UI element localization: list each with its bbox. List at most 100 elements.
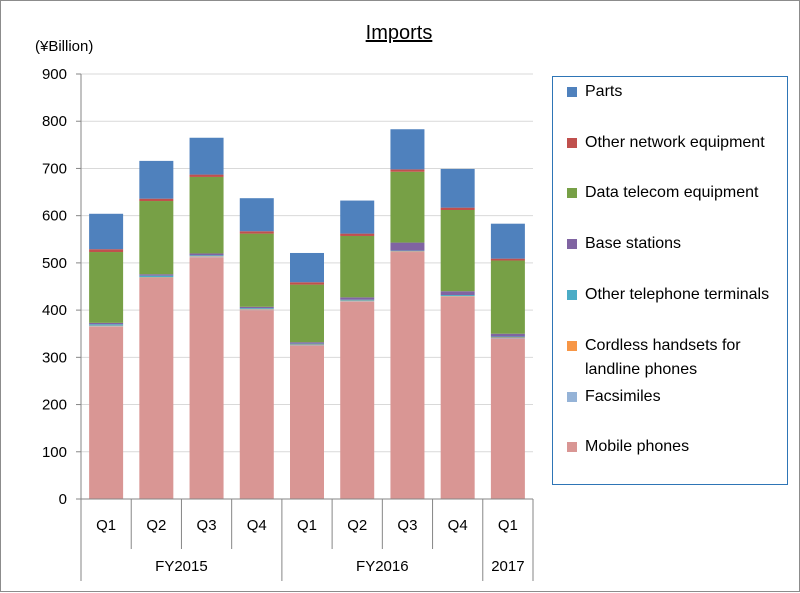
x-tick-label: Q4 xyxy=(448,517,468,534)
bar-segment xyxy=(89,324,123,325)
y-tick-label: 900 xyxy=(42,66,67,83)
bar-segment xyxy=(139,278,173,499)
bar-segment xyxy=(290,253,324,282)
legend-item: Cordless handsets for landline phones xyxy=(567,334,782,382)
legend-label: Data telecom equipment xyxy=(585,181,758,205)
bar-segment xyxy=(89,323,123,324)
bar-segment xyxy=(290,285,324,343)
bar-segment xyxy=(491,334,525,337)
bar-segment xyxy=(340,234,374,236)
legend-item: Mobile phones xyxy=(567,435,782,459)
legend-swatch xyxy=(567,87,577,97)
x-tick-label: Q3 xyxy=(397,517,417,534)
bar-segment xyxy=(89,214,123,249)
x-group-label: 2017 xyxy=(491,558,524,575)
legend-label: Other telephone terminals xyxy=(585,283,769,307)
legend-item: Base stations xyxy=(567,232,782,256)
x-group-label: FY2016 xyxy=(356,558,409,575)
legend-item: Other telephone terminals xyxy=(567,283,782,307)
bar-segment xyxy=(390,129,424,169)
bar-segment xyxy=(240,198,274,231)
legend-item: Parts xyxy=(567,80,782,104)
y-axis-unit-label: (¥Billion) xyxy=(35,38,93,55)
bar-segment xyxy=(390,169,424,171)
bar-segment xyxy=(240,234,274,307)
y-tick-label: 300 xyxy=(42,349,67,366)
x-tick-label: Q2 xyxy=(146,517,166,534)
legend-swatch xyxy=(567,239,577,249)
y-tick-label: 0 xyxy=(59,491,67,508)
x-tick-label: Q1 xyxy=(498,517,518,534)
legend: Parts Other network equipment Data telecom… xyxy=(552,76,788,485)
y-tick-label: 100 xyxy=(42,444,67,461)
bar-segment xyxy=(139,276,173,277)
bar-segment xyxy=(390,252,424,499)
y-tick-label: 700 xyxy=(42,160,67,177)
legend-label: Mobile phones xyxy=(585,435,689,459)
legend-item: Data telecom equipment xyxy=(567,181,782,205)
bar-segment xyxy=(89,252,123,323)
legend-item: Other network equipment xyxy=(567,131,782,155)
x-tick-label: Q1 xyxy=(297,517,317,534)
legend-item: Facsimiles xyxy=(567,385,782,409)
bar-segment xyxy=(190,175,224,177)
bar-segment xyxy=(139,199,173,201)
bar-segment xyxy=(240,307,274,308)
bar-segment xyxy=(240,308,274,309)
bar-segment xyxy=(290,342,324,343)
y-tick-label: 200 xyxy=(42,397,67,414)
bar-segment xyxy=(441,169,475,208)
bar-segment xyxy=(290,344,324,345)
bar-segment xyxy=(340,302,374,499)
bar-segment xyxy=(441,208,475,210)
x-tick-label: Q2 xyxy=(347,517,367,534)
bar-segment xyxy=(190,255,224,256)
bar-series xyxy=(89,129,525,499)
legend-swatch xyxy=(567,188,577,198)
bar-segment xyxy=(89,327,123,499)
legend-label: Base stations xyxy=(585,232,681,256)
x-tick-label: Q4 xyxy=(247,517,267,534)
legend-label: Cordless handsets for landline phones xyxy=(585,334,782,382)
bar-segment xyxy=(491,337,525,338)
legend-swatch xyxy=(567,442,577,452)
bar-segment xyxy=(441,297,475,499)
bar-segment xyxy=(240,310,274,499)
chart-title: Imports xyxy=(366,22,433,44)
bar-segment xyxy=(340,300,374,301)
bar-segment xyxy=(89,249,123,252)
legend-label: Parts xyxy=(585,80,622,104)
legend-swatch xyxy=(567,290,577,300)
bar-segment xyxy=(139,161,173,199)
x-tick-label: Q3 xyxy=(197,517,217,534)
y-tick-label: 800 xyxy=(42,113,67,130)
bar-segment xyxy=(290,346,324,499)
bar-segment xyxy=(390,243,424,251)
y-tick-label: 400 xyxy=(42,302,67,319)
bar-segment xyxy=(290,282,324,284)
bar-segment xyxy=(441,295,475,296)
bar-segment xyxy=(441,291,475,295)
bar-segment xyxy=(139,201,173,274)
bar-segment xyxy=(190,177,224,254)
bar-segment xyxy=(491,224,525,259)
bar-segment xyxy=(491,338,525,499)
legend-label: Other network equipment xyxy=(585,131,765,155)
bar-segment xyxy=(441,210,475,291)
bar-segment xyxy=(190,257,224,499)
bar-segment xyxy=(190,138,224,175)
bar-segment xyxy=(190,253,224,255)
y-tick-label: 500 xyxy=(42,255,67,272)
legend-swatch xyxy=(567,138,577,148)
legend-swatch xyxy=(567,341,577,351)
legend-swatch xyxy=(567,392,577,402)
bar-segment xyxy=(340,236,374,297)
bar-segment xyxy=(340,201,374,234)
bar-segment xyxy=(139,274,173,275)
legend-label: Facsimiles xyxy=(585,385,661,409)
x-group-label: FY2015 xyxy=(155,558,208,575)
bar-segment xyxy=(240,231,274,233)
